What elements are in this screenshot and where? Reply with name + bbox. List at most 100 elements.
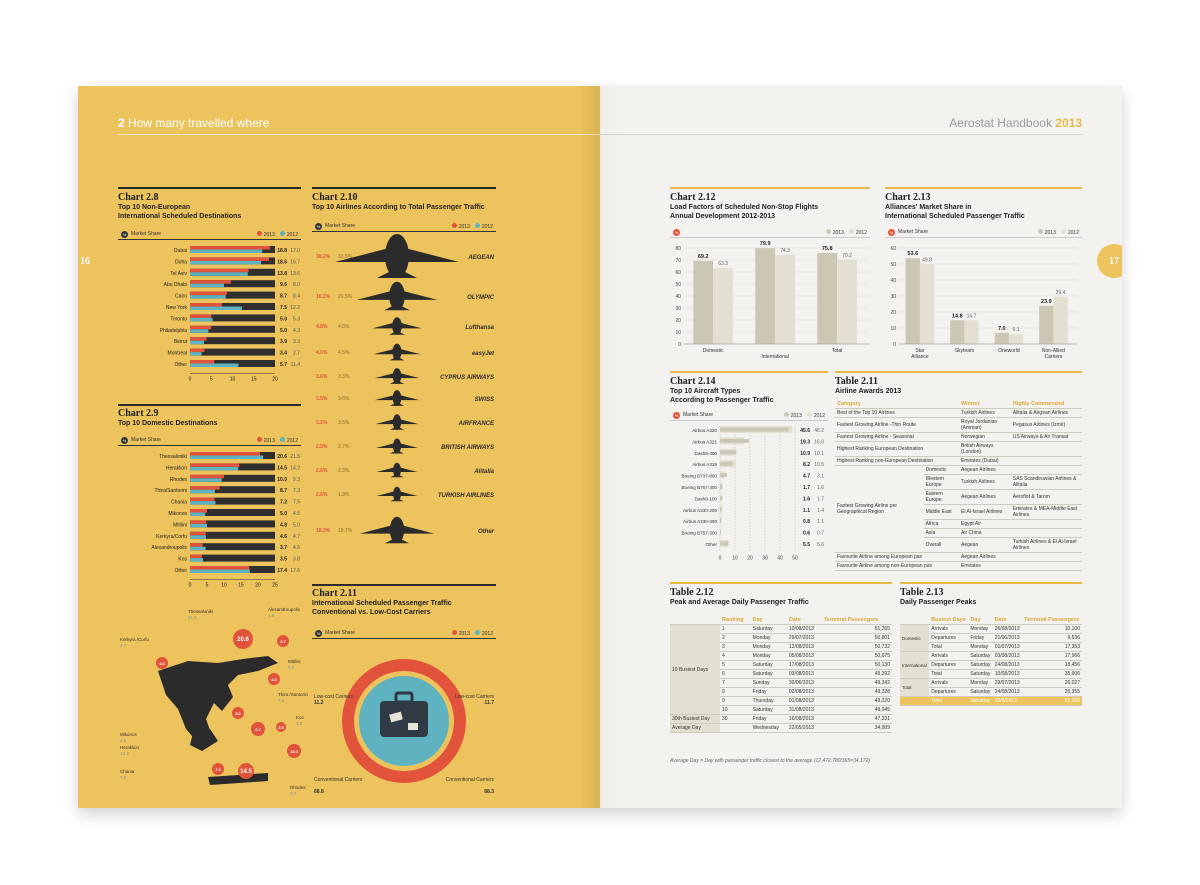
value-2013: 1.6 xyxy=(803,496,810,502)
value-2012: 14.7 xyxy=(967,313,977,319)
conventional-value-2012: 88.8 xyxy=(314,789,324,795)
plane-icon xyxy=(375,414,419,430)
table-cell: 34,009 xyxy=(821,723,892,733)
table-row: Total Saturday 10/08/2013 35,906 xyxy=(900,669,1082,679)
table-cell xyxy=(1010,441,1082,457)
value-2012: 16.0 xyxy=(814,439,824,445)
value-2013: 45.6 xyxy=(800,428,810,434)
value-2013: 13.8 xyxy=(277,271,287,277)
chart211-topbar xyxy=(312,584,496,586)
crete-shape xyxy=(208,773,268,785)
table-cell: Monday xyxy=(750,633,787,643)
table-row: Fastest Growing Airline - Seasonal Norweg… xyxy=(835,432,1082,442)
suitcase-sticker xyxy=(389,711,403,723)
table-cell: Favourite Airline among European pax xyxy=(835,552,959,562)
legend-dot-2013 xyxy=(256,230,262,236)
value-2012: 1.1 xyxy=(817,519,824,525)
map-marker-value: 10.0 xyxy=(290,749,299,754)
map-marker-value: 3.5 xyxy=(278,725,284,730)
table-cell: Total xyxy=(929,669,969,679)
table-header-row: Ranking Day Date Terminal Passengers xyxy=(670,616,892,625)
table-cell: British Airways (London) xyxy=(959,441,1011,457)
table-cell: SAS Scandinavian Airlines & Alitalia xyxy=(1010,474,1082,490)
airline-label: easyJet xyxy=(472,351,495,357)
value-2013: 20.6 xyxy=(277,454,287,460)
table-cell: 4 xyxy=(719,651,751,661)
bar-track xyxy=(190,554,275,562)
bar-2013 xyxy=(720,484,723,489)
table-cell: 35,906 xyxy=(1022,669,1082,679)
table-row: Best of the Top 10 Airlines Turkish Airli… xyxy=(835,408,1082,418)
y-tick-label: 20 xyxy=(890,310,896,316)
table212-number: Table 2.12 xyxy=(670,587,714,598)
legend-label: Market Share xyxy=(683,412,714,418)
table-cell: Saturday xyxy=(750,705,787,715)
chart210-title-block: Chart 2.10 Top 10 Airlines According to … xyxy=(312,192,485,212)
bar-2013 xyxy=(190,520,207,524)
chart29-title-block: Chart 2.9 Top 10 Domestic Destinations xyxy=(118,408,217,428)
chart213-title-block: Chart 2.13 Alliances' Market Share in In… xyxy=(885,192,1025,221)
bar-2013 xyxy=(720,518,722,523)
table-cell: Fastest Growing Airline -Thin Route xyxy=(835,417,959,433)
value-2012: 48.2 xyxy=(814,428,824,434)
category-label: Heraklion xyxy=(166,465,187,471)
x-tick-label: 15 xyxy=(251,376,257,382)
chart213-topbar xyxy=(885,187,1082,189)
column-header: Date xyxy=(786,616,822,625)
plane-icon xyxy=(372,317,422,335)
bar-track xyxy=(190,543,275,551)
x-tick-label: 20 xyxy=(272,376,278,382)
column-header: Day xyxy=(968,616,993,625)
legend-dot-2012 xyxy=(806,411,812,417)
value-2012: 5.3 xyxy=(293,316,300,322)
bar-2012 xyxy=(190,260,261,265)
table-row: 30th Busiest Day 30 Friday 16/08/2013 47,331 xyxy=(670,714,892,724)
y-tick-label: 70 xyxy=(675,258,681,264)
value-2013: 3.5% xyxy=(316,396,328,402)
legend-label: Market Share xyxy=(898,229,929,235)
table-cell: Monday xyxy=(968,624,993,634)
category-label: Airbus A319 xyxy=(692,462,717,467)
bar-2013 xyxy=(720,541,729,546)
value-2012: 3.1 xyxy=(817,474,824,480)
value-2013: 4.8% xyxy=(316,324,328,330)
category-label: Carriers xyxy=(1045,354,1063,360)
category-label: Boeing B767-300 xyxy=(681,485,717,490)
map-marker xyxy=(277,635,289,647)
table-row: Average Day Wednesday 22/05/2013 34,009 xyxy=(670,723,892,733)
value-2013: 3.7 xyxy=(280,545,287,551)
airline-label: TURKISH AIRLINES xyxy=(438,493,494,499)
value-2013: 5.5 xyxy=(803,542,810,548)
column-header: Terminal Passengers xyxy=(1022,616,1082,625)
table-cell: 26,027 xyxy=(1022,678,1082,688)
table-cell: Saturday xyxy=(968,696,993,706)
bar-2012 xyxy=(190,340,205,345)
bar-track xyxy=(190,520,275,528)
bar-2013 xyxy=(190,246,270,250)
value-2013: 8.7 xyxy=(280,294,287,300)
table-header-row: Category Winner Highly Commended xyxy=(835,400,1082,409)
map-city-value-2012: 4.6 xyxy=(268,613,275,618)
legend-2013: 2013 xyxy=(790,412,802,419)
map-city-label: Mikonos xyxy=(120,732,138,737)
table212-topbar xyxy=(670,582,892,584)
bar-2013 xyxy=(190,452,261,456)
table-cell: 10/8/2013 xyxy=(992,696,1023,706)
table-row: 4 Monday 05/08/2013 50,675 xyxy=(670,651,892,661)
table211-title-block: Table 2.11 Airline Awards 2013 xyxy=(835,376,901,396)
category-label: Dubai xyxy=(174,248,187,254)
value-2012: 1.6 xyxy=(817,485,824,491)
bar-2012 xyxy=(190,501,216,505)
table213-number: Table 2.13 xyxy=(900,587,944,598)
x-tick-label: 0 xyxy=(189,582,192,588)
bar-2013 xyxy=(190,268,249,273)
table-cell: Departures xyxy=(929,660,969,670)
table-cell: Air China xyxy=(959,528,1011,538)
value-2012: 1.7 xyxy=(817,496,824,502)
legend-2013: 2013 xyxy=(263,437,275,444)
category-label: Non-Allied xyxy=(1042,348,1065,354)
table213-title-block: Table 2.13 Daily Passenger Peaks xyxy=(900,587,976,607)
table-cell: Turkish Airlines xyxy=(959,474,1011,490)
chart214-title-2: According to Passenger Traffic xyxy=(670,397,774,404)
magazine-spread: 2 How many travelled where 16 Chart 2.8 … xyxy=(78,86,1122,808)
